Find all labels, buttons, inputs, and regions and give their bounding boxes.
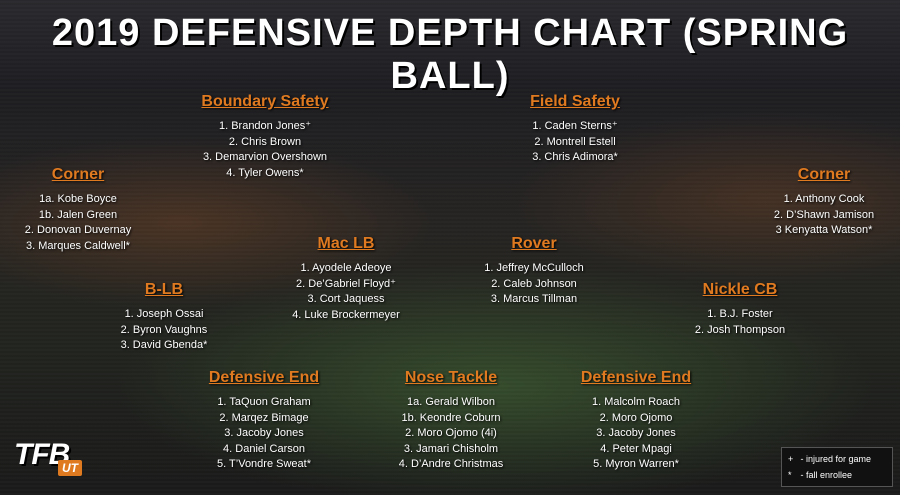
player-list: 1. Anthony Cook 2. D’Shawn Jamison 3 Ken… (724, 192, 900, 239)
page-title: 2019 DEFENSIVE DEPTH CHART (SPRING BALL) (51, 12, 849, 97)
group-boundary-safety: Boundary Safety 1. Brandon Jones⁺ 2. Chr… (165, 93, 365, 181)
player-list: 1. Malcolm Roach 2. Moro Ojomo 3. Jacoby… (536, 395, 736, 473)
player-item: 2. D’Shawn Jamison (773, 208, 875, 221)
player-item: 5. T’Vondre Sweat* (217, 458, 311, 470)
legend-symbol: * (788, 470, 792, 480)
player-list: 1. Joseph Ossai 2. Byron Vaughns 3. Davi… (64, 307, 264, 354)
legend-text: - injured for game (800, 454, 872, 464)
player-list: 1a. Gerald Wilbon 1b. Keondre Coburn 2. … (351, 395, 551, 473)
player-item: 3. Marcus Tillman (490, 293, 578, 305)
position-heading: Mac LB (317, 235, 375, 252)
player-item: 3. Demarvion Overshown (202, 151, 328, 163)
position-heading: Corner (51, 166, 105, 183)
legend-row-fall-enrollee: * - fall enrollee (788, 467, 886, 483)
player-item: 1. B.J. Foster (707, 308, 773, 320)
player-list: 1. Caden Sterns⁺ 2. Montrell Estell 3. C… (475, 119, 675, 166)
player-item: 2. Montrell Estell (534, 135, 616, 148)
player-item: 4. Daniel Carson (223, 442, 305, 455)
player-item: 1b. Keondre Coburn (401, 411, 501, 424)
player-list: 1. Jeffrey McCulloch 2. Caleb Johnson 3.… (434, 261, 634, 308)
player-item: 3. Marques Caldwell* (26, 239, 130, 252)
player-item: 3. Chris Adimora* (532, 151, 618, 163)
position-heading: Rover (511, 235, 557, 252)
player-item: 1. Caden Sterns⁺ (532, 120, 618, 132)
position-heading: Defensive End (208, 369, 320, 386)
player-item: 2. Caleb Johnson (491, 277, 577, 290)
player-item: 2. Josh Thompson (694, 323, 786, 336)
legend-symbol: + (788, 454, 794, 464)
logo-sub-text: UT (58, 460, 82, 476)
group-corner-right: Corner 1. Anthony Cook 2. D’Shawn Jamiso… (724, 166, 900, 239)
player-item: 4. D’Andre Christmas (398, 458, 504, 470)
player-item: 2. Moro Ojomo (599, 411, 673, 424)
position-heading: Corner (797, 166, 851, 183)
player-item: 2. Donovan Duvernay (24, 224, 132, 236)
group-nickle-cb: Nickle CB 1. B.J. Foster 2. Josh Thompso… (640, 281, 840, 338)
legend-box: + - injured for game * - fall enrollee (781, 447, 893, 487)
player-item: 1. Ayodele Adeoye (300, 262, 392, 274)
player-item: 2. Byron Vaughns (120, 323, 208, 336)
player-item: 2. Moro Ojomo (4i) (405, 427, 497, 439)
player-item: 1a. Kobe Boyce (39, 193, 117, 205)
position-heading: B-LB (144, 281, 184, 298)
position-heading: Defensive End (580, 369, 692, 386)
player-item: 4. Luke Brockermeyer (292, 308, 400, 321)
player-item: 4. Peter Mpagi (600, 442, 672, 455)
player-list: 1a. Kobe Boyce 1b. Jalen Green 2. Donova… (0, 192, 178, 254)
group-nose-tackle: Nose Tackle 1a. Gerald Wilbon 1b. Keondr… (351, 369, 551, 473)
group-defensive-end-left: Defensive End 1. TaQuon Graham 2. Marqez… (164, 369, 364, 473)
legend-row-injured: + - injured for game (788, 451, 886, 467)
player-list: 1. B.J. Foster 2. Josh Thompson (640, 307, 840, 338)
group-mac-lb: Mac LB 1. Ayodele Adeoye 2. De’Gabriel F… (246, 235, 446, 323)
player-item: 1. Anthony Cook (783, 193, 865, 205)
player-item: 1. Joseph Ossai (124, 308, 204, 320)
player-item: 2. Marqez Bimage (219, 411, 309, 424)
player-list: 1. TaQuon Graham 2. Marqez Bimage 3. Jac… (164, 395, 364, 473)
player-item: 3. Jacoby Jones (224, 427, 304, 439)
player-list: 1. Brandon Jones⁺ 2. Chris Brown 3. Dema… (165, 119, 365, 181)
position-heading: Nickle CB (702, 281, 778, 298)
player-item: 1. Jeffrey McCulloch (484, 262, 584, 274)
position-heading: Field Safety (530, 93, 620, 110)
group-field-safety: Field Safety 1. Caden Sterns⁺ 2. Montrel… (475, 93, 675, 166)
group-defensive-end-right: Defensive End 1. Malcolm Roach 2. Moro O… (536, 369, 736, 473)
player-item: 1a. Gerald Wilbon (406, 396, 496, 408)
player-item: 2. De’Gabriel Floyd⁺ (296, 277, 396, 290)
player-item: 3 Kenyatta Watson* (775, 224, 873, 236)
player-item: 5. Myron Warren* (593, 458, 679, 470)
position-heading: Boundary Safety (201, 93, 329, 110)
player-item: 2. Chris Brown (228, 135, 302, 148)
player-item: 4. Tyler Owens* (226, 166, 304, 179)
position-heading: Nose Tackle (404, 369, 498, 386)
player-item: 3. Cort Jaquess (307, 293, 385, 305)
player-item: 1. Brandon Jones⁺ (218, 120, 312, 132)
legend-text: - fall enrollee (800, 470, 853, 480)
tfb-ut-logo: TFB UT (14, 438, 88, 480)
player-list: 1. Ayodele Adeoye 2. De’Gabriel Floyd⁺ 3… (246, 261, 446, 323)
player-item: 1. Malcolm Roach (591, 396, 681, 408)
player-item: 1. TaQuon Graham (217, 396, 311, 408)
player-item: 3. Jacoby Jones (596, 427, 676, 439)
group-b-lb: B-LB 1. Joseph Ossai 2. Byron Vaughns 3.… (64, 281, 264, 354)
player-item: 3. Jamari Chisholm (403, 442, 499, 455)
player-item: 1b. Jalen Green (38, 208, 118, 221)
player-item: 3. David Gbenda* (120, 339, 208, 351)
group-corner-left: Corner 1a. Kobe Boyce 1b. Jalen Green 2.… (0, 166, 178, 254)
group-rover: Rover 1. Jeffrey McCulloch 2. Caleb John… (434, 235, 634, 308)
